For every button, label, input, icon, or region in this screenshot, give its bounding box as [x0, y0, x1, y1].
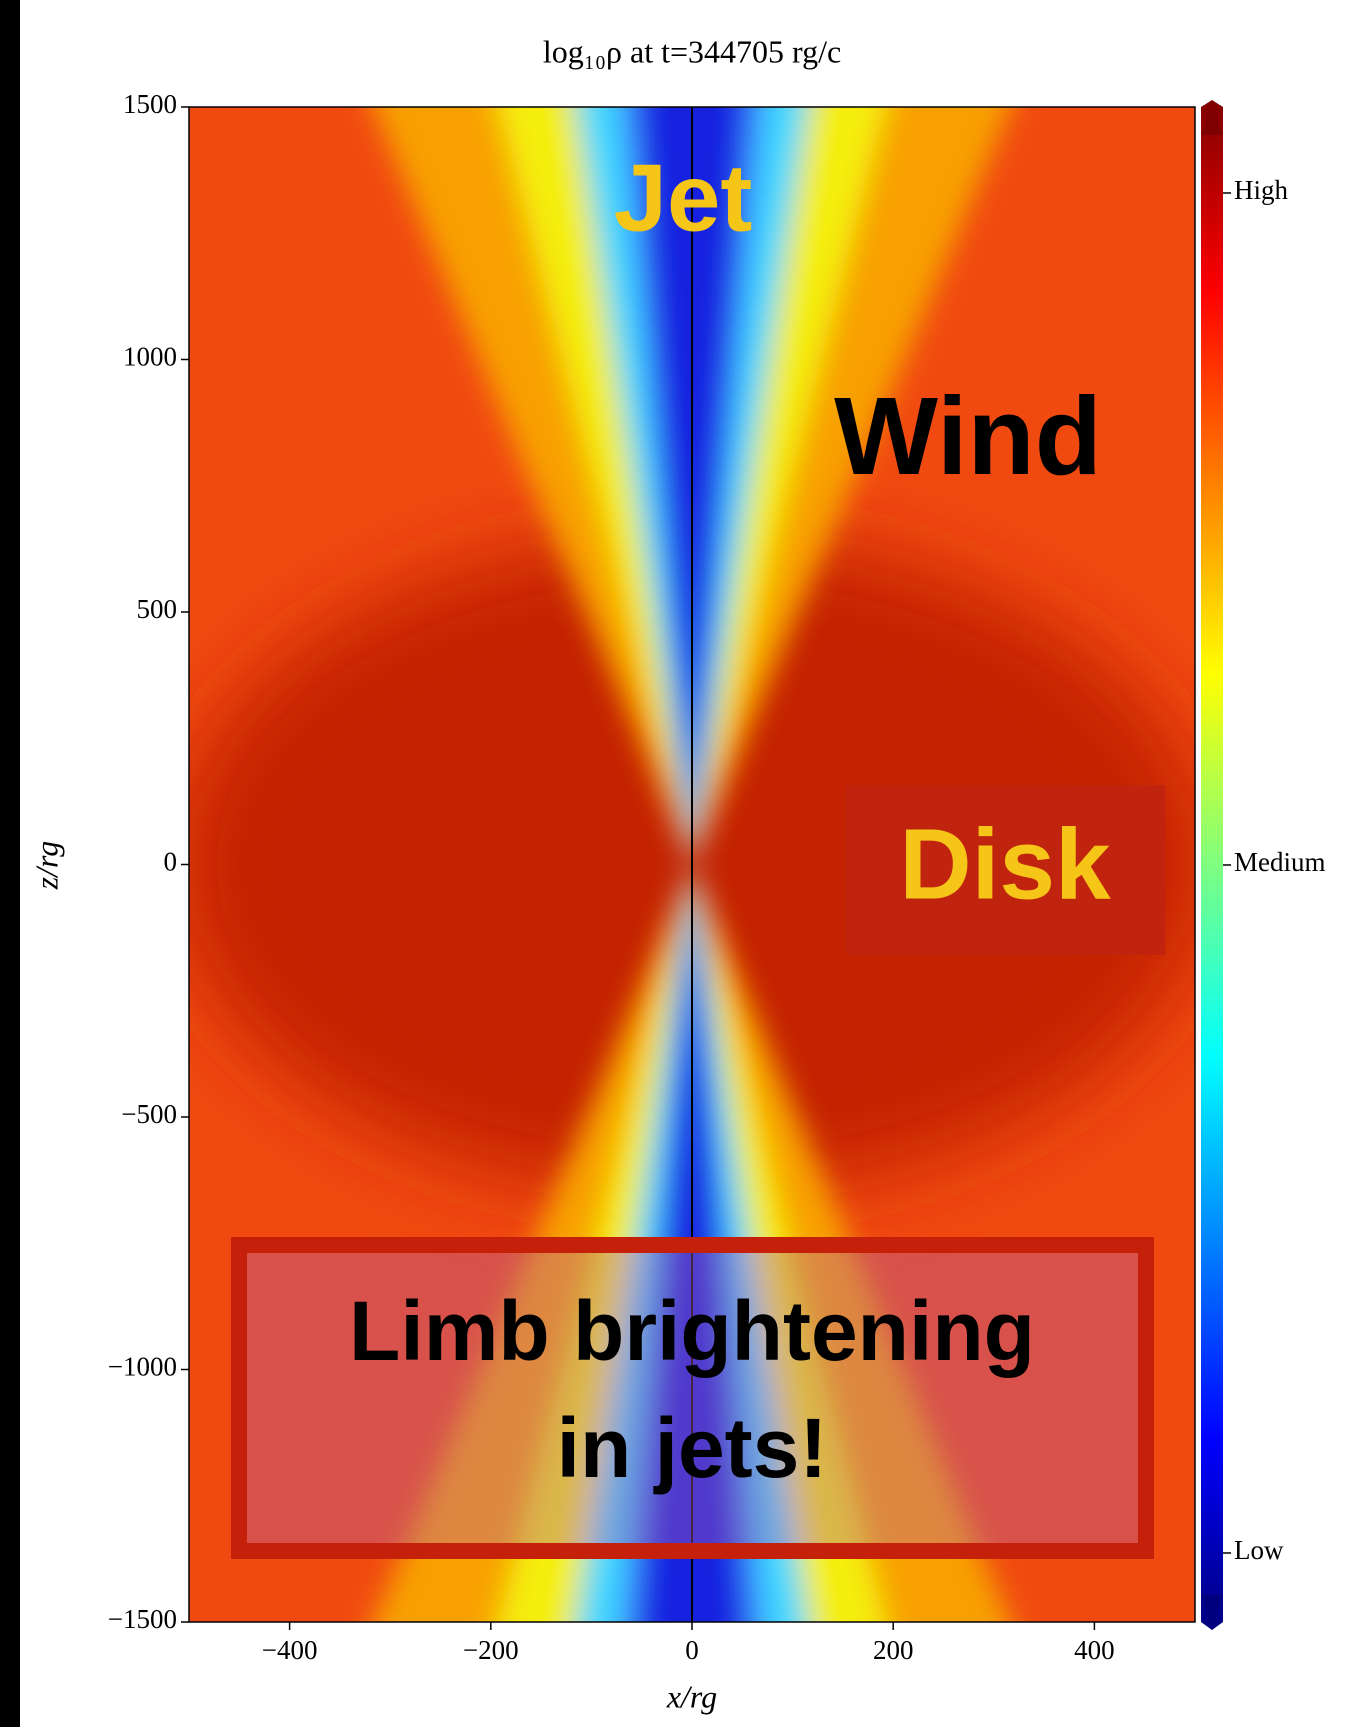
y-tick-label: 0: [164, 847, 178, 877]
y-tick-label: −1500: [108, 1604, 177, 1634]
limb-label: in jets!: [557, 1401, 828, 1495]
chart: log₁₀ρ at t=344705 rg/c x/rg z/rg Jet Wi…: [0, 0, 1356, 1727]
colorbar-label: Medium: [1234, 847, 1326, 877]
colorbar-label: Low: [1234, 1535, 1284, 1565]
x-tick-label: −200: [463, 1635, 519, 1665]
colorbar-label: High: [1234, 175, 1289, 205]
x-tick-label: 400: [1074, 1635, 1115, 1665]
chart-title: log₁₀ρ at t=344705 rg/c: [543, 33, 841, 69]
y-tick-label: −1000: [108, 1352, 177, 1382]
wind-label: Wind: [834, 375, 1102, 498]
y-axis-label: z/rg: [28, 841, 64, 891]
x-axis-label: x/rg: [666, 1678, 717, 1714]
jet-label: Jet: [614, 144, 753, 251]
x-tick-label: 0: [685, 1635, 699, 1665]
y-tick-label: 1500: [123, 89, 177, 119]
left-edge: [0, 0, 20, 1727]
y-tick-label: −500: [121, 1099, 177, 1129]
y-tick-label: 1000: [123, 342, 177, 372]
x-tick-label: 200: [873, 1635, 914, 1665]
colorbar: [1201, 100, 1223, 1630]
x-tick-label: −400: [262, 1635, 318, 1665]
y-tick-label: 500: [137, 594, 178, 624]
disk-label: Disk: [899, 808, 1111, 920]
limb-label: Limb brightening: [349, 1284, 1035, 1378]
